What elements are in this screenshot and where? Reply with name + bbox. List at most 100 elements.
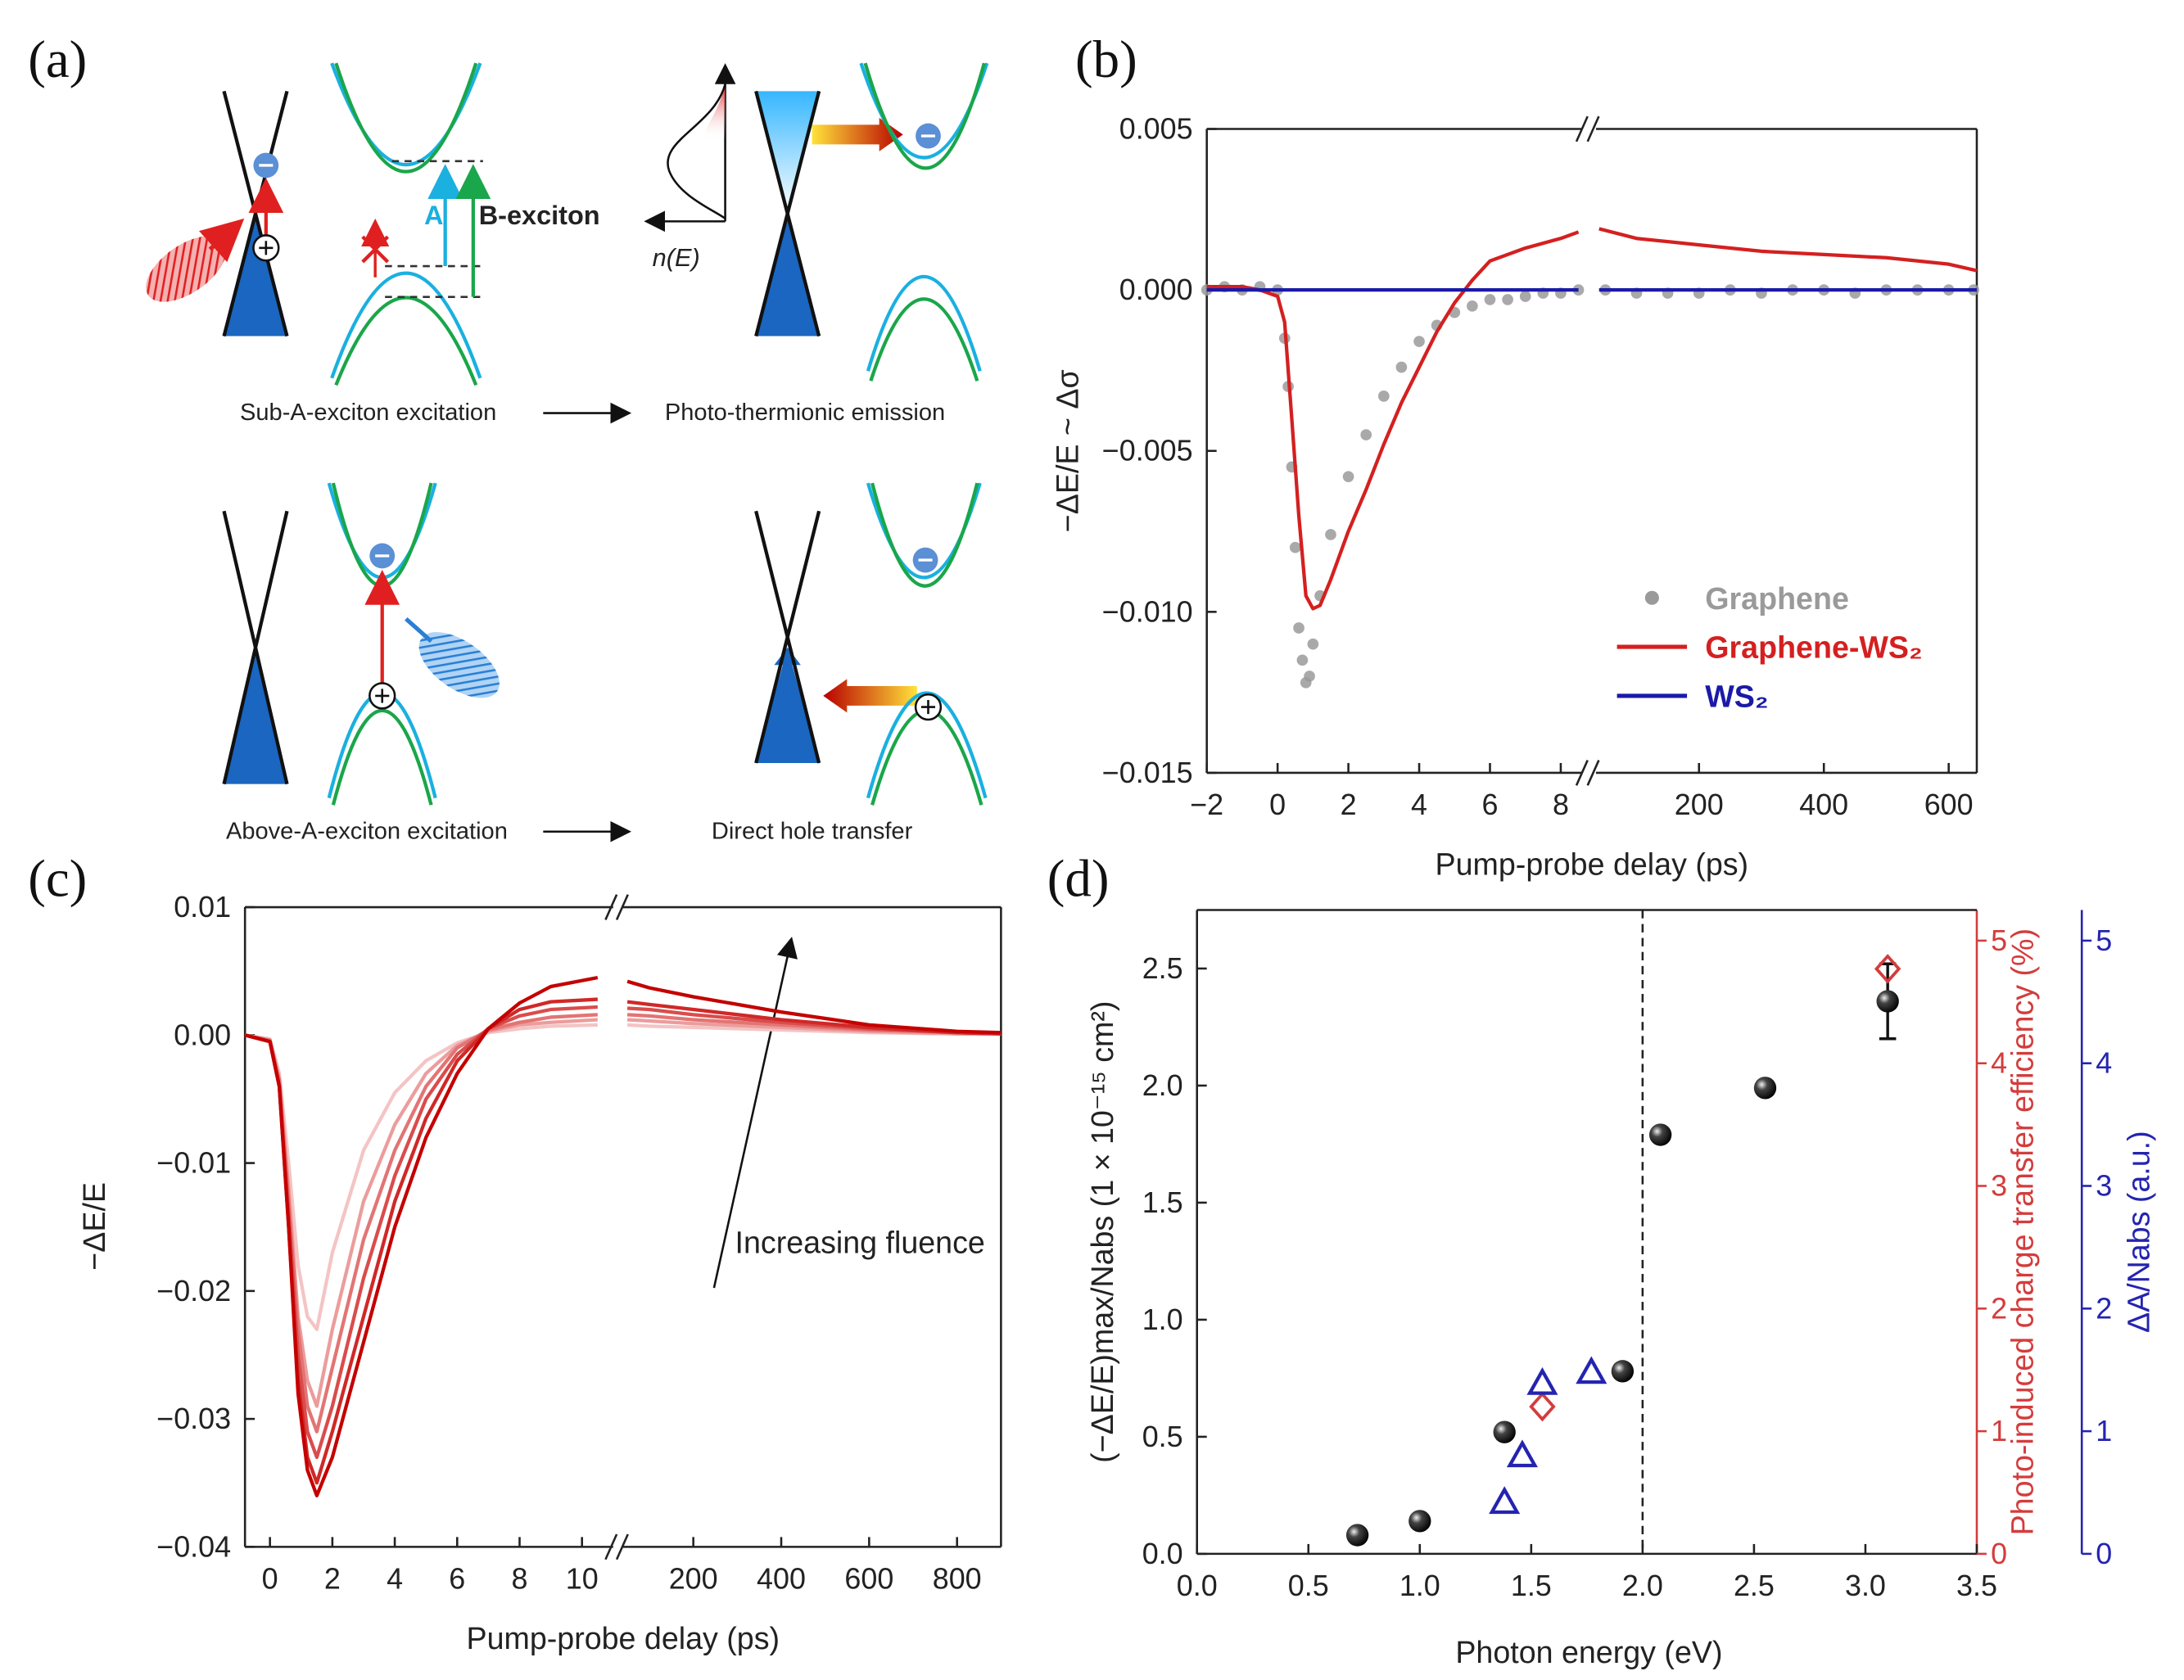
y2-tick-label: 0: [1991, 1538, 2007, 1570]
x-tick-label: 2: [324, 1563, 341, 1596]
valence-band: [870, 708, 983, 806]
data-point: [1506, 1439, 1538, 1468]
filled-cone: [756, 213, 820, 336]
data-point: [1529, 1391, 1556, 1422]
y-tick-label: 1.0: [1142, 1303, 1183, 1336]
transfer-arrow: [812, 117, 903, 151]
x-tick-label: 200: [669, 1563, 718, 1596]
axis-break: [1575, 115, 1589, 142]
legend-label: WS₂: [1705, 680, 1768, 714]
panel-label: (a): [28, 30, 87, 89]
data-point: [1325, 529, 1336, 540]
y3-tick-label: 4: [2096, 1047, 2112, 1080]
dirac-cone: [754, 510, 821, 764]
caption: Sub-A-exciton excitation: [240, 400, 496, 426]
valence-band: [866, 691, 988, 799]
data-point: [1876, 990, 1899, 1013]
y-tick-label: −0.01: [156, 1147, 231, 1180]
x-tick-label: 2.0: [1622, 1569, 1663, 1602]
y-tick-label: 0.000: [1119, 273, 1193, 306]
legend-label: Graphene-WS₂: [1705, 630, 1922, 665]
conduction-band: [863, 62, 986, 170]
cross: [361, 235, 390, 264]
caption: Direct hole transfer: [712, 818, 913, 844]
pulse-arrow: [405, 616, 433, 644]
y-tick-label: −0.04: [156, 1530, 231, 1563]
data-point: [1484, 294, 1496, 305]
x-tick-label: 6: [449, 1563, 465, 1596]
x-tick-label: 1.5: [1511, 1569, 1552, 1602]
hole-sign: [920, 700, 936, 715]
hot-tail: [705, 84, 726, 141]
data-point: [1345, 1524, 1369, 1547]
y3-tick-label: 3: [2096, 1169, 2112, 1202]
data-point: [1502, 294, 1513, 305]
x-tick-label: 0: [1269, 788, 1286, 821]
data-point: [1409, 1510, 1431, 1533]
y-tick-label: 0.0: [1142, 1538, 1183, 1570]
diagram-label: A: [424, 201, 443, 230]
filled-cone: [756, 647, 820, 763]
y3-tick-label: 0: [2096, 1538, 2112, 1570]
x-tick-label: 8: [512, 1563, 528, 1596]
dirac-cone: [222, 90, 289, 337]
y-tick-label: −0.010: [1102, 595, 1193, 628]
y-axis-label: −ΔE/E ~ Δσ: [1050, 369, 1084, 532]
pulse-arrow: [198, 218, 245, 263]
x-tick-label: −2: [1190, 788, 1223, 821]
axis-break: [604, 1533, 618, 1560]
level-line: [385, 160, 483, 298]
valence-band: [334, 296, 478, 386]
diagram-label: n(E): [653, 243, 700, 272]
y2-axis-label: Photo-induced charge transfer efficiency…: [2005, 928, 2039, 1535]
data-point: [1293, 622, 1305, 634]
y-tick-label: −0.03: [156, 1402, 231, 1435]
data-point: [1342, 471, 1354, 483]
data-point: [1377, 391, 1390, 402]
filled-cone: [224, 213, 287, 336]
x-tick-label: 200: [1675, 788, 1724, 821]
annotation: Increasing fluence: [735, 1225, 985, 1259]
dirac-cone: [222, 510, 289, 785]
x-tick-label: 8: [1553, 788, 1569, 821]
distribution-curve: [667, 84, 726, 219]
conduction-band: [870, 482, 979, 588]
y-tick-label: 0.01: [174, 891, 231, 924]
x-tick-label: 0: [262, 1563, 278, 1596]
y3-axis-label: ΔA/Nabs (a.u.): [2121, 1131, 2155, 1333]
data-point: [1304, 671, 1315, 682]
x-tick-label: 3.0: [1845, 1569, 1886, 1602]
y2-tick-label: 5: [1991, 924, 2007, 957]
diagram-label: B-exciton: [479, 201, 600, 230]
data-point: [1611, 1360, 1635, 1383]
panel-label: (c): [28, 849, 87, 908]
x-tick-label: 1.0: [1399, 1569, 1440, 1602]
x-tick-label: 10: [566, 1563, 599, 1596]
y-axis-label: −ΔE/E: [77, 1182, 111, 1271]
filled-cone: [224, 647, 287, 784]
data-point: [1874, 954, 1901, 984]
x-tick-label: 2: [1341, 788, 1357, 821]
data-point: [1489, 1486, 1521, 1515]
y-tick-label: 0.005: [1119, 112, 1193, 145]
series-line: [244, 1023, 598, 1331]
caption: Above-A-exciton excitation: [226, 818, 508, 844]
valence-band: [869, 297, 979, 382]
y-axis-label: (−ΔE/E)max/Nabs (1 × 10⁻¹⁵ cm²): [1085, 1001, 1119, 1463]
y-tick-label: 0.00: [174, 1018, 231, 1051]
y-tick-label: 2.5: [1142, 952, 1183, 985]
transfer-arrow: [823, 679, 917, 713]
legend-swatch: [1644, 590, 1659, 605]
x-tick-label: 600: [1924, 788, 1974, 821]
data-point: [1467, 300, 1478, 312]
axis-break: [615, 894, 629, 920]
y3-tick-label: 5: [2096, 924, 2112, 957]
x-tick-label: 400: [757, 1563, 806, 1596]
valence-band: [866, 274, 982, 372]
x-tick-label: 0.5: [1288, 1569, 1329, 1602]
x-axis-label: Pump-probe delay (ps): [1436, 847, 1749, 882]
data-point: [1526, 1366, 1558, 1395]
y2-tick-label: 4: [1991, 1047, 2007, 1080]
series-line: [1206, 230, 1580, 611]
